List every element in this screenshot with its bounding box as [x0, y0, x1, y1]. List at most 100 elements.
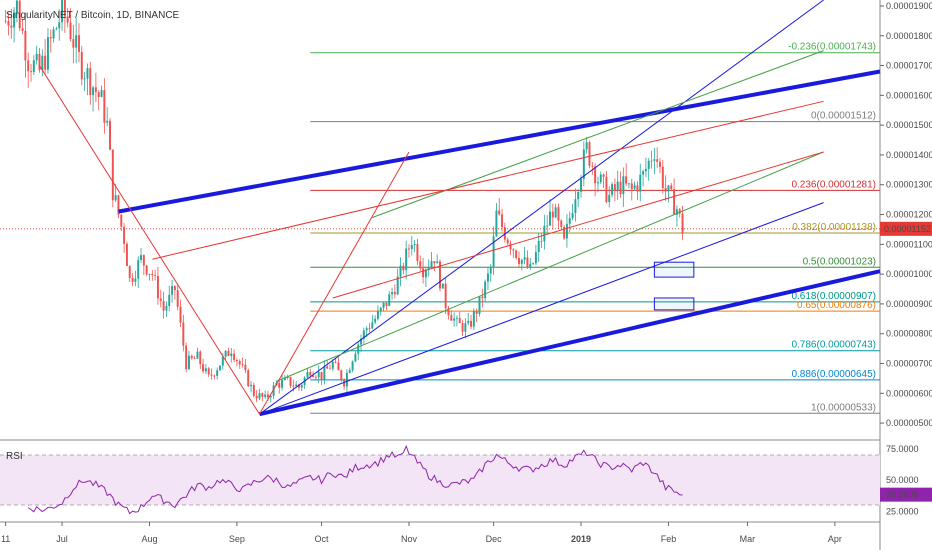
candle-body	[630, 183, 633, 189]
candle-body	[495, 210, 498, 237]
candle-body	[371, 322, 374, 329]
candle-body	[221, 356, 224, 366]
candle-body	[295, 384, 298, 387]
candle-body	[86, 68, 89, 79]
time-tick-label: Apr	[828, 534, 842, 544]
fib-level-label: 1(0.00000533)	[811, 402, 876, 413]
target-box	[653, 297, 695, 311]
price-tick-label: 0.00000600	[886, 388, 932, 398]
candle-body	[77, 35, 80, 52]
candle-body	[464, 323, 467, 332]
candle-body	[540, 240, 543, 242]
candle-body	[199, 351, 202, 365]
candle-body	[187, 355, 190, 370]
fib-retracement[interactable]: -0.236(0.00001743) 0(0.00001512) 0.236(0.0…	[310, 42, 880, 414]
trendline-thick-upper	[118, 69, 881, 214]
candle-body	[611, 184, 614, 195]
candle-body	[165, 306, 168, 311]
candle-body	[585, 142, 588, 150]
candle-body	[478, 296, 481, 314]
candle-body	[140, 255, 143, 261]
candle-body	[563, 226, 566, 239]
target-boxes[interactable]	[653, 261, 695, 311]
candle-body	[123, 226, 126, 244]
price-tick-label: 0.00000900	[886, 299, 932, 309]
candle-body	[424, 269, 427, 278]
candle-body	[89, 68, 92, 95]
candle-body	[461, 323, 464, 332]
candle-body	[515, 250, 518, 258]
candle-body	[647, 160, 650, 169]
candle-body	[374, 318, 377, 323]
time-tick-label: Mar	[740, 534, 756, 544]
candle-body	[599, 174, 602, 183]
candle-body	[72, 39, 75, 48]
candle-body	[653, 159, 656, 161]
candle-body	[376, 311, 379, 319]
time-tick-label: Aug	[141, 534, 157, 544]
candle-body	[633, 185, 636, 189]
fib-level-label: 0.618(0.00000907)	[791, 291, 876, 302]
candle-body	[427, 267, 430, 270]
price-tick-label: 0.00001500	[886, 120, 932, 130]
candle-body	[227, 350, 230, 356]
candle-body	[326, 366, 329, 369]
candle-body	[247, 370, 250, 387]
candle-body	[292, 385, 295, 387]
time-tick-label: Dec	[486, 534, 503, 544]
candle-body	[650, 160, 653, 162]
candle-body	[455, 318, 458, 319]
candle-body	[196, 351, 199, 359]
trendline-red-swing-up	[259, 151, 410, 415]
candle-body	[399, 265, 402, 277]
candle-body	[659, 161, 661, 167]
candle-body	[388, 294, 391, 306]
time-tick-label: Oct	[315, 534, 330, 544]
candle-body	[241, 364, 244, 366]
candle-body	[151, 273, 154, 276]
candle-body	[577, 191, 580, 200]
candle-body	[450, 315, 453, 321]
current-price-label: 0.00001152	[884, 224, 931, 234]
price-tick-label: 0.00000800	[886, 329, 932, 339]
candle-body	[582, 149, 585, 180]
candle-body	[266, 394, 269, 398]
candle-body	[207, 368, 210, 375]
candle-body	[281, 379, 284, 388]
trendlines[interactable]	[0, 0, 881, 417]
candle-body	[503, 227, 506, 240]
candle-body	[613, 184, 616, 191]
candle-body	[255, 395, 258, 399]
candle-body	[238, 361, 241, 365]
candle-body	[616, 181, 619, 191]
candle-body	[517, 257, 520, 264]
candle-body	[433, 261, 436, 264]
candle-body	[537, 240, 540, 253]
rsi-tick-label: 75.0000	[886, 444, 919, 454]
candle-body	[83, 78, 86, 80]
time-tick-label: Sep	[229, 534, 245, 544]
candles	[4, 0, 684, 403]
candle-body	[441, 283, 444, 289]
candle-body	[58, 22, 61, 29]
candle-body	[402, 265, 405, 271]
candle-body	[159, 298, 162, 301]
candle-body	[148, 273, 151, 275]
rsi-tick-label: 25.0000	[886, 506, 919, 516]
candle-body	[608, 194, 611, 203]
candle-body	[75, 35, 78, 48]
candle-body	[173, 286, 176, 291]
fib-level-label: 0.382(0.00001138)	[792, 222, 876, 233]
time-tick-label: 11	[1, 534, 10, 544]
candle-body	[250, 384, 253, 387]
candle-body	[351, 361, 354, 371]
candle-body	[283, 377, 286, 380]
candle-body	[357, 344, 360, 354]
candle-body	[314, 376, 317, 378]
candle-body	[365, 328, 368, 331]
candle-body	[204, 368, 207, 372]
candle-body	[233, 353, 236, 360]
candle-body	[484, 281, 487, 299]
candle-body	[340, 370, 343, 380]
